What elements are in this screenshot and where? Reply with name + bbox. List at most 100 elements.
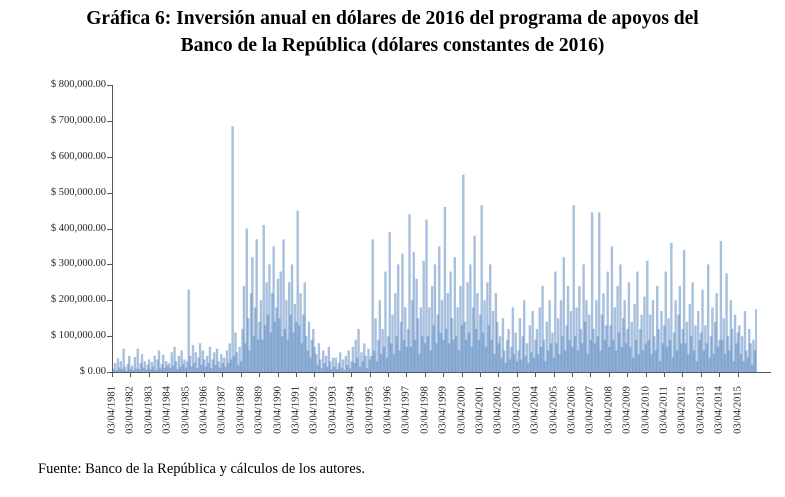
bar — [323, 363, 326, 372]
bar — [681, 328, 684, 372]
bar — [176, 369, 179, 372]
bar — [443, 206, 447, 372]
bar — [331, 357, 335, 372]
x-axis-label: 03/04/1989 — [252, 379, 266, 441]
bar — [698, 339, 701, 372]
bar — [180, 350, 183, 372]
bar — [699, 332, 703, 372]
bar — [493, 354, 496, 372]
bar — [346, 364, 349, 372]
bar — [474, 328, 478, 372]
x-axis-label-text: 03/04/1984 — [161, 386, 173, 434]
bar — [539, 346, 543, 372]
y-axis-label: $ 400,000.00 — [50, 223, 106, 234]
bar — [222, 357, 226, 372]
bar — [402, 339, 406, 372]
bar — [367, 348, 370, 372]
bar — [228, 343, 231, 372]
bar — [125, 370, 128, 372]
bar — [304, 336, 308, 372]
bar — [719, 241, 723, 372]
bar — [660, 311, 663, 372]
bar — [438, 246, 441, 372]
bar — [389, 343, 393, 372]
bar — [145, 369, 148, 372]
bar — [450, 318, 454, 372]
bar — [229, 359, 233, 372]
bar — [486, 282, 489, 372]
x-axis-tick — [259, 373, 260, 377]
bar — [464, 339, 468, 372]
bar — [436, 314, 440, 372]
bar — [518, 318, 522, 372]
bar — [732, 361, 735, 372]
bar — [494, 293, 498, 372]
bar — [237, 364, 240, 372]
bar — [370, 355, 373, 372]
bar — [296, 210, 299, 372]
bar — [426, 336, 430, 372]
x-axis-label-text: 03/04/2011 — [658, 386, 670, 434]
x-axis-tick — [186, 373, 187, 377]
bar — [672, 332, 676, 372]
x-axis-label: 03/04/2011 — [657, 379, 671, 441]
x-axis-label-text: 03/04/2012 — [676, 386, 688, 434]
bar — [143, 361, 147, 372]
x-axis-label: 03/04/1998 — [418, 379, 432, 441]
bar — [375, 361, 379, 372]
bar — [487, 325, 490, 372]
x-axis-label-text: 03/04/1993 — [327, 386, 339, 434]
y-axis-label: $ 800,000.00 — [50, 79, 106, 90]
x-axis-tick — [535, 373, 536, 377]
bar — [440, 300, 444, 372]
bar — [338, 352, 342, 372]
x-axis-tick — [627, 373, 628, 377]
x-axis-label: 03/04/2004 — [528, 379, 542, 441]
bar — [736, 332, 740, 372]
x-axis-tick — [443, 373, 444, 377]
bar — [619, 264, 622, 372]
bar — [442, 339, 445, 372]
bar — [135, 368, 138, 372]
bar — [198, 343, 202, 372]
y-axis-label: $ 300,000.00 — [50, 258, 106, 269]
x-axis-label: 03/04/1999 — [436, 379, 450, 441]
bar — [467, 332, 471, 372]
bar — [705, 343, 708, 372]
bar — [401, 253, 404, 372]
x-axis-label: 03/04/1994 — [344, 379, 358, 441]
x-axis-label-text: 03/04/2014 — [713, 386, 725, 434]
x-axis-label: 03/04/1983 — [142, 379, 156, 441]
bar — [129, 368, 132, 372]
bar — [728, 350, 731, 372]
bar — [488, 264, 492, 372]
bar — [275, 307, 278, 372]
bar — [636, 271, 639, 372]
x-axis-label: 03/04/1987 — [215, 379, 229, 441]
bar — [481, 332, 485, 372]
bar — [648, 314, 652, 372]
x-axis-tick — [314, 373, 315, 377]
bar — [324, 355, 328, 372]
bar — [548, 300, 551, 372]
y-axis-tick — [107, 121, 112, 122]
bar — [353, 363, 356, 372]
bar — [256, 339, 260, 372]
bar — [498, 336, 502, 372]
bar — [429, 350, 432, 372]
bar — [453, 257, 457, 372]
bar — [733, 314, 737, 372]
bar — [395, 336, 398, 372]
bar — [617, 332, 621, 372]
x-axis-label: 03/04/2001 — [473, 379, 487, 441]
bar — [392, 354, 396, 372]
y-axis-tick — [107, 372, 112, 373]
bar — [123, 366, 127, 372]
x-axis-label: 03/04/2015 — [731, 379, 745, 441]
x-axis-tick — [517, 373, 518, 377]
bar — [627, 282, 631, 372]
x-axis-label-text: 03/04/1995 — [364, 386, 376, 434]
bar — [163, 367, 166, 372]
bar — [517, 350, 520, 372]
bar — [484, 346, 488, 372]
